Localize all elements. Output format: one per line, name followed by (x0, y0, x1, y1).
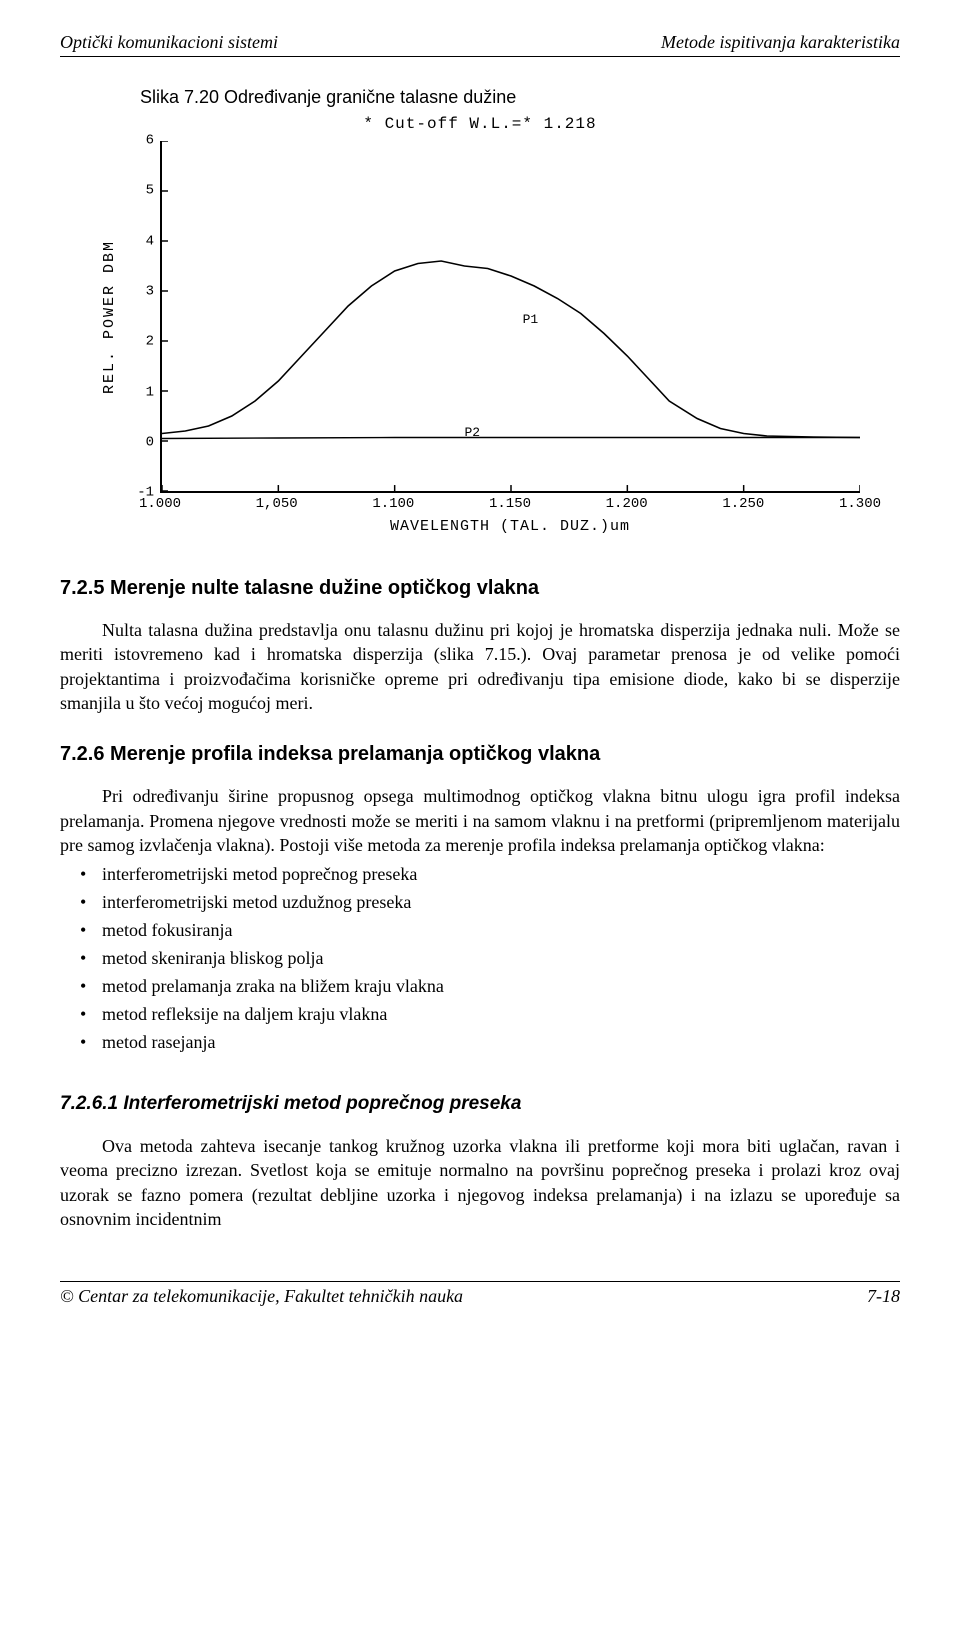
page-footer: © Centar za telekomunikacije, Fakultet t… (60, 1281, 900, 1308)
list-item: metod rasejanja (60, 1029, 900, 1057)
ytick: 3 (146, 283, 154, 302)
chart-xticks: 1.0001,0501.1001.1501.2001.2501.300 (160, 493, 860, 517)
list-item: metod prelamanja zraka na bližem kraju v… (60, 973, 900, 1001)
chart-yticks: -10123456 (126, 141, 160, 493)
list-item: metod fokusiranja (60, 917, 900, 945)
section-726-bullets: interferometrijski metod poprečnog prese… (60, 861, 900, 1056)
xtick: 1.100 (372, 495, 414, 514)
xtick: 1.250 (722, 495, 764, 514)
ytick: 0 (146, 433, 154, 452)
xtick: 1.300 (839, 495, 881, 514)
chart-title: * Cut-off W.L.=* 1.218 (100, 114, 860, 136)
ytick: 1 (146, 383, 154, 402)
ytick: 2 (146, 333, 154, 352)
footer-left: © Centar za telekomunikacije, Fakultet t… (60, 1284, 463, 1308)
xtick: 1,050 (256, 495, 298, 514)
ytick: 6 (146, 132, 154, 151)
xtick: 1.150 (489, 495, 531, 514)
ytick: 4 (146, 232, 154, 251)
list-item: metod refleksije na daljem kraju vlakna (60, 1001, 900, 1029)
footer-right: 7-18 (867, 1284, 900, 1308)
section-7261-para: Ova metoda zahteva isecanje tankog kružn… (60, 1134, 900, 1231)
header-left: Optički komunikacioni sistemi (60, 30, 278, 54)
section-725-heading: 7.2.5 Merenje nulte talasne dužine optič… (60, 575, 900, 602)
list-item: interferometrijski metod uzdužnog presek… (60, 889, 900, 917)
xtick: 1.200 (606, 495, 648, 514)
list-item: metod skeniranja bliskog polja (60, 945, 900, 973)
series-label: P2 (464, 424, 480, 442)
section-726-para: Pri određivanju širine propusnog opsega … (60, 784, 900, 857)
figure-caption: Slika 7.20 Određivanje granične talasne … (140, 85, 900, 109)
page-header: Optički komunikacioni sistemi Metode isp… (60, 30, 900, 57)
chart-xlabel: WAVELENGTH (TAL. DUZ.)um (160, 517, 860, 541)
ytick: 5 (146, 182, 154, 201)
series-label: P1 (523, 311, 539, 329)
list-item: interferometrijski metod poprečnog prese… (60, 861, 900, 889)
header-right: Metode ispitivanja karakteristika (661, 30, 900, 54)
section-725-para: Nulta talasna dužina predstavlja onu tal… (60, 618, 900, 715)
section-726-heading: 7.2.6 Merenje profila indeksa prelamanja… (60, 741, 900, 768)
chart-plot-area: P1 P2 (160, 141, 860, 493)
chart-ylabel: REL. POWER DBM (100, 141, 126, 493)
xtick: 1.000 (139, 495, 181, 514)
section-7261-heading: 7.2.6.1 Interferometrijski metod poprečn… (60, 1091, 900, 1117)
cutoff-chart: * Cut-off W.L.=* 1.218 REL. POWER DBM -1… (100, 114, 860, 542)
